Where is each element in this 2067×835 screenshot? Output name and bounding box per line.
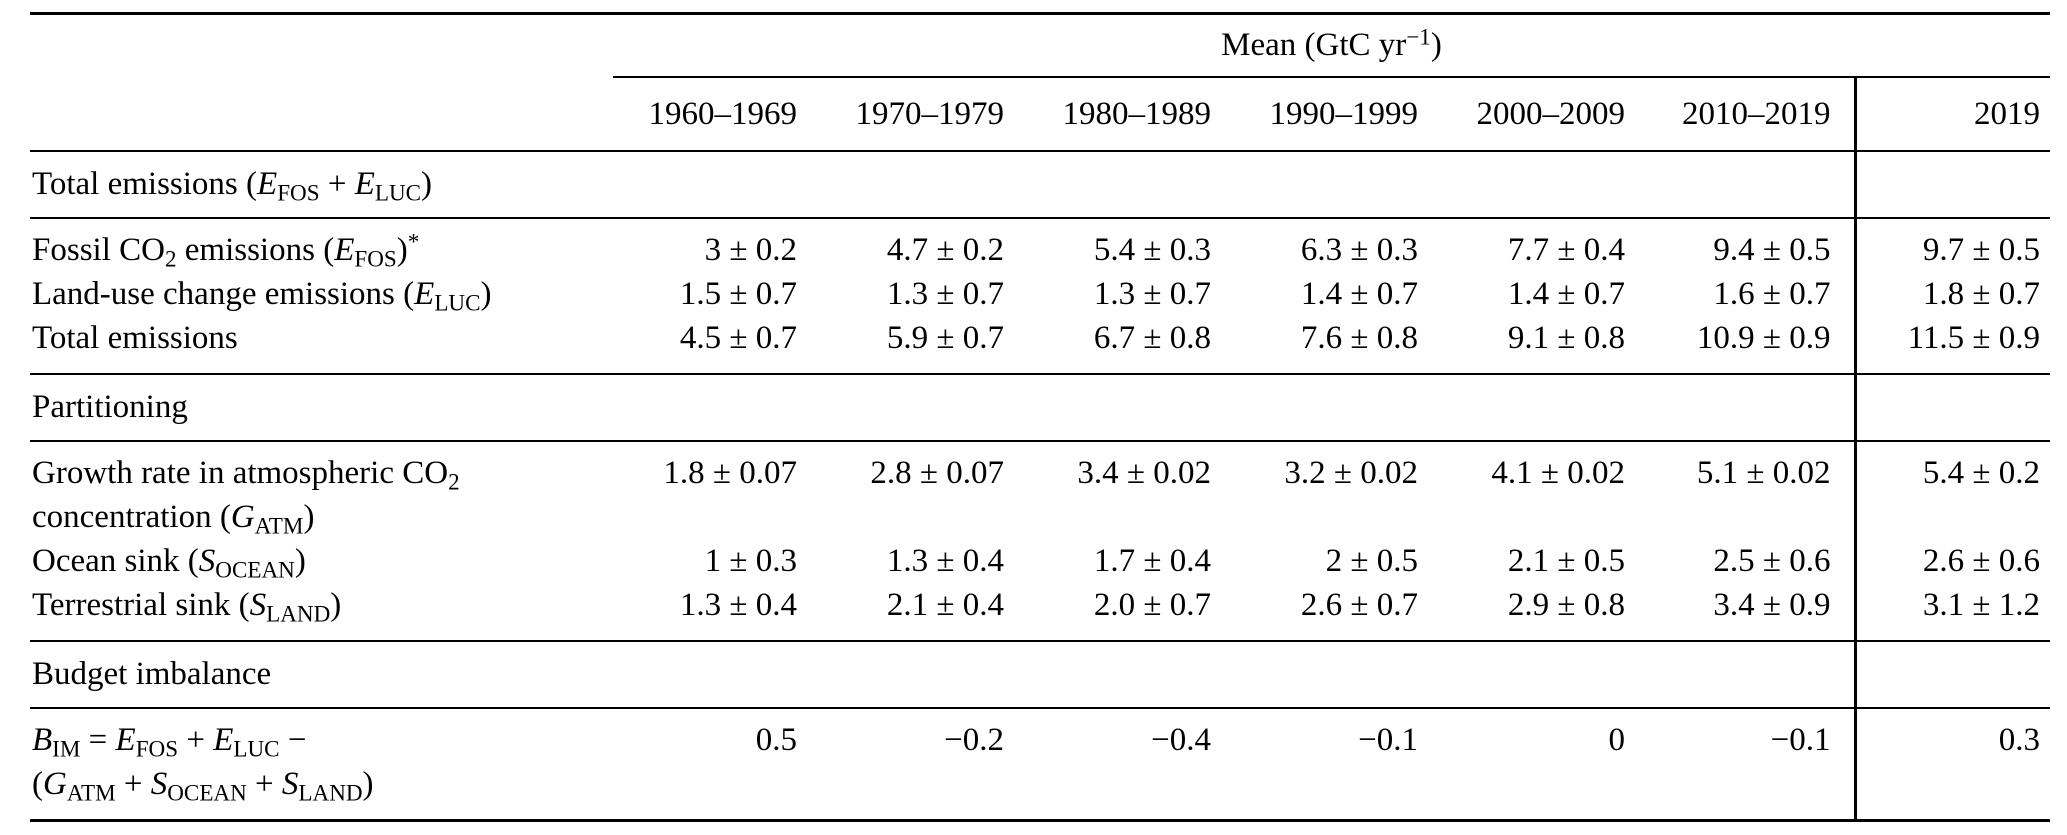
unit-header-row: Mean (GtC yr−1) bbox=[30, 13, 2050, 78]
column-header-decade: 1980–1989 bbox=[1027, 77, 1234, 152]
value-cell: 4.5 ± 0.7 bbox=[679, 320, 797, 356]
value-cell: −0.2 bbox=[944, 722, 1004, 758]
value-cell: −0.1 bbox=[1770, 722, 1831, 758]
value-cell: 3.2 ± 0.02 bbox=[1284, 455, 1418, 491]
value-cell: 9.7 ± 0.5 bbox=[1853, 218, 2050, 272]
value-cell: 1.5 ± 0.7 bbox=[679, 276, 797, 312]
value-cell: −0.1 bbox=[1358, 722, 1418, 758]
data-row: BIM = EFOS + ELUC − (GATM + SOCEAN + SLAN… bbox=[30, 708, 2050, 821]
value-cell: 5.4 ± 0.3 bbox=[1093, 232, 1211, 268]
column-header-decade: 1970–1979 bbox=[820, 77, 1027, 152]
column-header-decade: 1960–1969 bbox=[613, 77, 820, 152]
data-row: Total emissions 4.5 ± 0.7 5.9 ± 0.7 6.7 ± 0… bbox=[30, 316, 2050, 374]
value-cell: 2.9 ± 0.8 bbox=[1507, 587, 1625, 623]
section-separator-cell bbox=[1853, 641, 2050, 709]
data-row: Land-use change emissions (ELUC) 1.5 ± 0.… bbox=[30, 272, 2050, 316]
row-label: Land-use change emissions (ELUC) bbox=[32, 276, 492, 316]
column-header-decade: 2010–2019 bbox=[1648, 77, 1855, 152]
value-cell: 10.9 ± 0.9 bbox=[1696, 320, 1831, 356]
row-label: BIM = EFOS + ELUC − (GATM + SOCEAN + SLAN… bbox=[32, 722, 374, 806]
value-cell: 1.3 ± 0.4 bbox=[886, 543, 1004, 579]
row-label: Terrestrial sink (SLAND) bbox=[32, 587, 342, 627]
value-cell: 1.3 ± 0.4 bbox=[679, 587, 797, 623]
value-cell: 1.4 ± 0.7 bbox=[1507, 276, 1625, 312]
column-header-decade: 1990–1999 bbox=[1234, 77, 1441, 152]
carbon-budget-table: Mean (GtC yr−1) 1960–1969 1970–1979 1980… bbox=[30, 12, 2050, 822]
column-header-row: 1960–1969 1970–1979 1980–1989 1990–1999 … bbox=[30, 77, 2050, 152]
value-cell: 1.6 ± 0.7 bbox=[1713, 276, 1831, 312]
column-header-decade: 2000–2009 bbox=[1441, 77, 1648, 152]
row-label: Fossil CO2 emissions (EFOS)* bbox=[32, 228, 420, 272]
empty-header-cell bbox=[30, 77, 613, 152]
value-cell: 1 ± 0.3 bbox=[704, 543, 797, 579]
row-label: Total emissions bbox=[32, 320, 238, 356]
data-block: Fossil CO2 emissions (EFOS)* 3 ± 0.2 4.7 ±… bbox=[30, 218, 2050, 374]
section-header-row: Budget imbalance bbox=[30, 641, 2050, 709]
value-cell: 2.1 ± 0.5 bbox=[1507, 543, 1625, 579]
value-cell: 2.5 ± 0.6 bbox=[1713, 543, 1831, 579]
section-title: Total emissions (EFOS + ELUC) bbox=[30, 151, 1855, 219]
value-cell: 11.5 ± 0.9 bbox=[1853, 316, 2050, 374]
value-cell: 1.8 ± 0.07 bbox=[663, 455, 797, 491]
value-cell: 1.3 ± 0.7 bbox=[886, 276, 1004, 312]
section: Budget imbalance bbox=[30, 641, 2050, 709]
value-cell: 2 ± 0.5 bbox=[1325, 543, 1418, 579]
value-cell: −0.4 bbox=[1151, 722, 1211, 758]
value-cell: 6.3 ± 0.3 bbox=[1300, 232, 1418, 268]
section-title: Budget imbalance bbox=[30, 641, 1855, 709]
section: Partitioning bbox=[30, 374, 2050, 442]
value-cell: 0.3 bbox=[1853, 708, 2050, 821]
value-cell: 5.1 ± 0.02 bbox=[1696, 455, 1831, 491]
data-row: Terrestrial sink (SLAND) 1.3 ± 0.4 2.1 ± 0… bbox=[30, 583, 2050, 641]
data-row: Fossil CO2 emissions (EFOS)* 3 ± 0.2 4.7 ±… bbox=[30, 218, 2050, 272]
value-cell: 7.7 ± 0.4 bbox=[1507, 232, 1625, 268]
row-label: Ocean sink (SOCEAN) bbox=[32, 543, 306, 583]
value-cell: 7.6 ± 0.8 bbox=[1300, 320, 1418, 356]
value-cell: 0 bbox=[1608, 722, 1626, 758]
value-cell: 5.4 ± 0.2 bbox=[1853, 441, 2050, 539]
value-cell: 5.9 ± 0.7 bbox=[886, 320, 1004, 356]
value-cell: 4.1 ± 0.02 bbox=[1491, 455, 1625, 491]
value-cell: 2.6 ± 0.7 bbox=[1300, 587, 1418, 623]
value-cell: 6.7 ± 0.8 bbox=[1093, 320, 1211, 356]
section-separator-cell bbox=[1853, 151, 2050, 219]
value-cell: 1.7 ± 0.4 bbox=[1093, 543, 1211, 579]
value-cell: 1.3 ± 0.7 bbox=[1093, 276, 1211, 312]
value-cell: 9.1 ± 0.8 bbox=[1507, 320, 1625, 356]
section-title: Partitioning bbox=[30, 374, 1855, 442]
section-header-row: Total emissions (EFOS + ELUC) bbox=[30, 151, 2050, 219]
section-header-row: Partitioning bbox=[30, 374, 2050, 442]
value-cell: 3.4 ± 0.02 bbox=[1077, 455, 1211, 491]
value-cell: 2.1 ± 0.4 bbox=[886, 587, 1004, 623]
value-cell: 1.4 ± 0.7 bbox=[1300, 276, 1418, 312]
value-cell: 2.0 ± 0.7 bbox=[1093, 587, 1211, 623]
value-cell: 4.7 ± 0.2 bbox=[886, 232, 1004, 268]
value-cell: 3 ± 0.2 bbox=[704, 232, 797, 268]
data-row: Ocean sink (SOCEAN) 1 ± 0.3 1.3 ± 0.4 1.7 ±… bbox=[30, 539, 2050, 583]
data-block: BIM = EFOS + ELUC − (GATM + SOCEAN + SLAN… bbox=[30, 708, 2050, 821]
value-cell: 3.1 ± 1.2 bbox=[1853, 583, 2050, 641]
data-block: Growth rate in atmospheric CO2 concentrat… bbox=[30, 441, 2050, 641]
value-cell: 3.4 ± 0.9 bbox=[1713, 587, 1831, 623]
value-cell: 0.5 bbox=[755, 722, 797, 758]
value-cell: 1.8 ± 0.7 bbox=[1853, 272, 2050, 316]
section: Total emissions (EFOS + ELUC) bbox=[30, 151, 2050, 219]
section-separator-cell bbox=[1853, 374, 2050, 442]
value-cell: 2.8 ± 0.07 bbox=[870, 455, 1004, 491]
row-label: Growth rate in atmospheric CO2 concentrat… bbox=[32, 455, 460, 539]
value-cell: 2.6 ± 0.6 bbox=[1853, 539, 2050, 583]
column-header-single-year: 2019 bbox=[1853, 77, 2050, 152]
empty-corner-cell bbox=[30, 14, 613, 78]
data-row: Growth rate in atmospheric CO2 concentrat… bbox=[30, 441, 2050, 539]
unit-header: Mean (GtC yr−1) bbox=[613, 13, 2050, 78]
value-cell: 9.4 ± 0.5 bbox=[1713, 232, 1831, 268]
